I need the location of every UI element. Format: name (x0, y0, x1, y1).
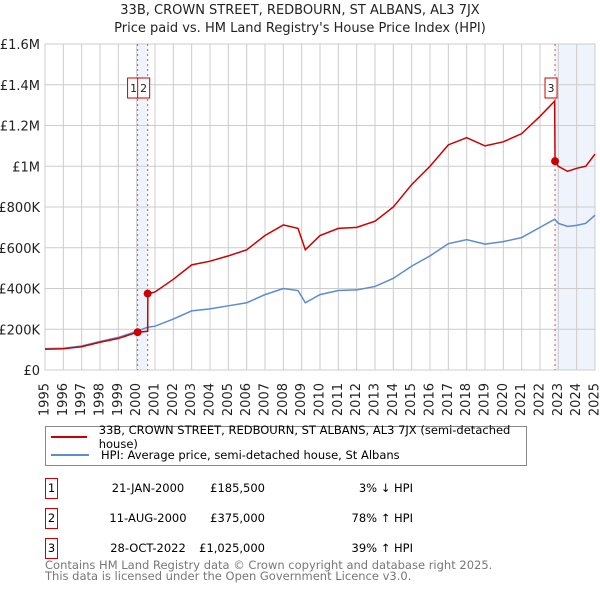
footer: Contains HM Land Registry data © Crown c… (45, 558, 493, 583)
x-tick-label: 2016 (423, 383, 438, 416)
sale-label: 3 (548, 82, 555, 95)
x-tick-label: 2002 (166, 383, 181, 416)
y-tick-label: £400K (0, 283, 40, 298)
x-tick-label: 2019 (478, 383, 493, 416)
y-tick-label: £200K (0, 323, 40, 338)
legend-label: HPI: Average price, semi-detached house,… (101, 448, 400, 462)
legend-item-hpi: HPI: Average price, semi-detached house,… (51, 446, 400, 464)
sale-number: 3 (45, 538, 58, 559)
x-tick-label: 2013 (368, 383, 383, 416)
x-tick-label: 2005 (221, 383, 236, 416)
x-tick-label: 2011 (331, 383, 346, 416)
x-tick-label: 2010 (313, 383, 328, 416)
x-tick-label: 2012 (349, 383, 364, 416)
y-tick-label: £1.4M (0, 79, 40, 94)
legend-swatch-blue (51, 454, 89, 456)
sale-row: 2 11-AUG-2000 £375,000 78% ↑ HPI (45, 508, 445, 529)
sale-label-box (544, 77, 558, 99)
sale-date: 21-JAN-2000 (111, 481, 185, 495)
x-tick-label: 1999 (111, 383, 126, 416)
x-tick-label: 2009 (294, 383, 309, 416)
price-chart: £0 £200K £400K £600K £800K £1M £1.2M £1.4M £1.6M… (0, 38, 600, 416)
plot-frame (44, 43, 596, 371)
x-tick-label: 2001 (148, 383, 163, 416)
sale-number: 1 (45, 478, 58, 499)
sale-hpi-diff: 39% ↑ HPI (351, 541, 413, 555)
hpi-line (44, 214, 596, 350)
y-tick-label: £800K (0, 201, 40, 216)
x-tick-label: 2000 (129, 383, 144, 416)
x-tick-label: 2022 (533, 383, 548, 416)
x-tick-label: 1997 (74, 383, 89, 416)
x-tick-label: 2024 (569, 383, 584, 416)
x-tick-label: 1995 (38, 383, 53, 416)
sale-row: 3 28-OCT-2022 £1,025,000 39% ↑ HPI (45, 538, 445, 559)
sale-hpi-diff: 78% ↑ HPI (351, 511, 413, 525)
price-paid-line (44, 99, 596, 350)
y-tick-label: £1M (12, 160, 40, 175)
sale-row: 1 21-JAN-2000 £185,500 3% ↓ HPI (45, 478, 445, 499)
legend: 33B, CROWN STREET, REDBOURN, ST ALBANS, … (45, 423, 527, 466)
chart-subtitle: Price paid vs. HM Land Registry's House … (114, 21, 486, 36)
sale-price: £375,000 (210, 511, 265, 525)
legend-label: 33B, CROWN STREET, REDBOURN, ST ALBANS, … (98, 423, 511, 451)
x-tick-label: 2017 (441, 383, 456, 416)
sale-number: 2 (45, 508, 58, 529)
x-tick-label: 2025 (588, 383, 600, 416)
sale-date: 11-AUG-2000 (109, 511, 187, 525)
x-tick-label: 2021 (514, 383, 529, 416)
sale-point-2 (143, 289, 152, 298)
legend-swatch-red (51, 436, 87, 438)
sale-point-1 (133, 328, 142, 337)
sale-label-box (137, 77, 151, 99)
x-tick-label: 2007 (258, 383, 273, 416)
x-tick-label: 2008 (276, 383, 291, 416)
y-tick-label: £1.6M (0, 38, 40, 53)
x-tick-label: 2023 (551, 383, 566, 416)
x-tick-label: 2014 (386, 383, 401, 416)
x-tick-label: 2003 (184, 383, 199, 416)
legend-item-property: 33B, CROWN STREET, REDBOURN, ST ALBANS, … (51, 423, 526, 451)
sale-date: 28-OCT-2022 (110, 541, 186, 555)
y-tick-label: £600K (0, 242, 40, 257)
chart-title: 33B, CROWN STREET, REDBOURN, ST ALBANS, … (120, 3, 480, 18)
x-tick-label: 2015 (404, 383, 419, 416)
sale-label: 1 (130, 82, 137, 95)
x-tick-label: 2020 (496, 383, 511, 416)
x-tick-label: 2006 (239, 383, 254, 416)
sale-point-3 (551, 157, 560, 166)
x-tick-label: 1996 (56, 383, 71, 416)
y-tick-label: £0 (23, 364, 40, 379)
sale-price: £1,025,000 (199, 541, 265, 555)
sale-price: £185,500 (210, 481, 265, 495)
y-tick-label: £1.2M (0, 120, 40, 135)
sale-label: 2 (140, 82, 147, 95)
footer-line2: This data is licensed under the Open Gov… (45, 569, 412, 583)
x-tick-label: 2004 (203, 383, 218, 416)
x-tick-label: 2018 (459, 383, 474, 416)
sale-hpi-diff: 3% ↓ HPI (358, 481, 413, 495)
footer-line1: Contains HM Land Registry data © Crown c… (45, 558, 493, 572)
x-tick-label: 1998 (93, 383, 108, 416)
